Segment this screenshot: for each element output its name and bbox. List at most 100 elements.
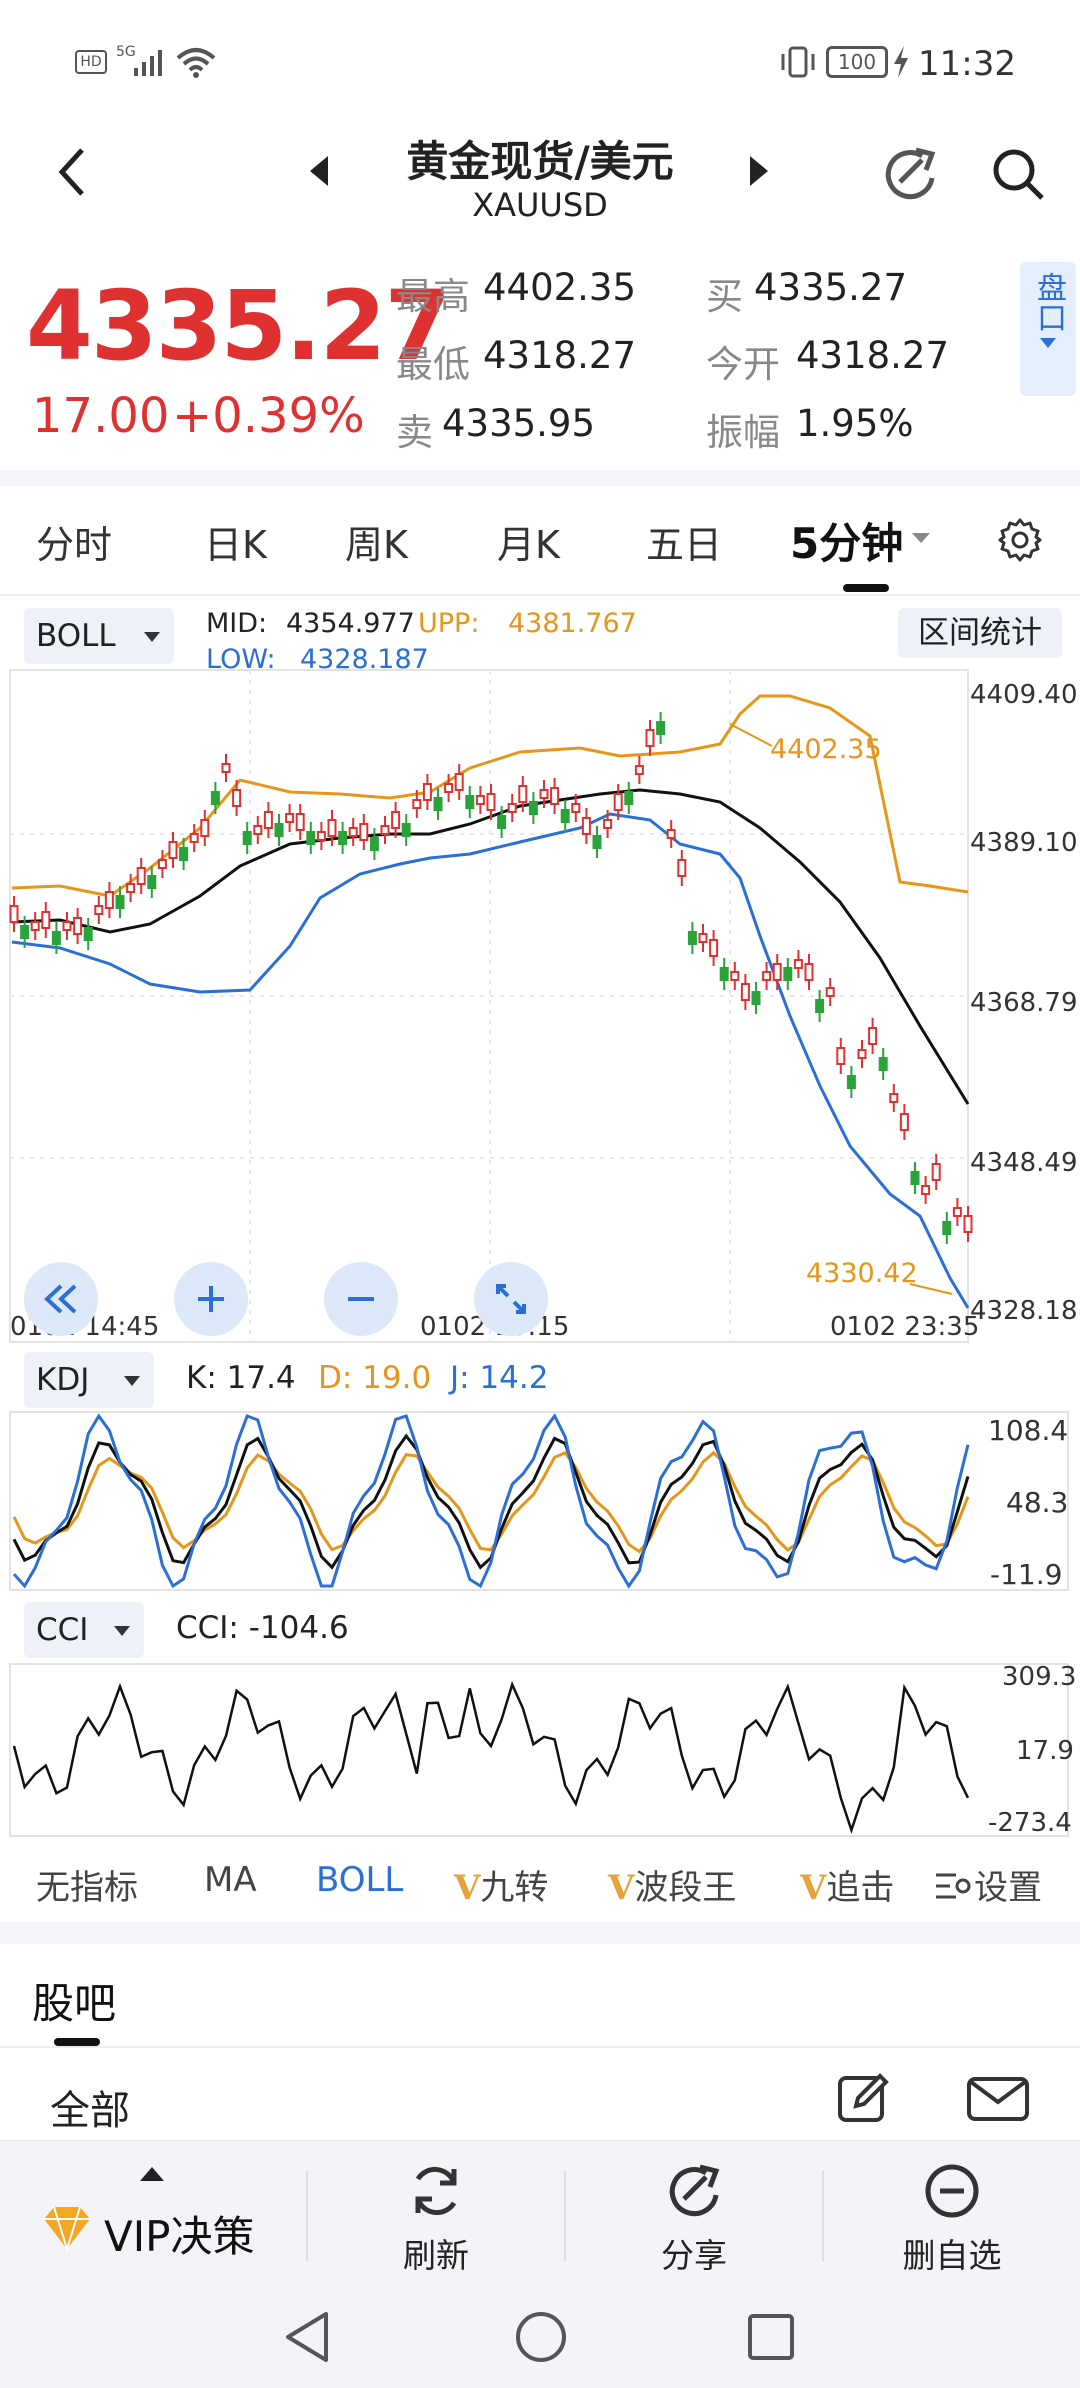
candle-body [285, 813, 295, 823]
candle-body [783, 967, 793, 981]
scroll-left-icon[interactable] [24, 1262, 98, 1336]
diamond-icon [44, 2206, 90, 2253]
chart-settings-icon[interactable] [996, 516, 1044, 568]
remove-watchlist-button[interactable]: 删自选 [824, 2141, 1080, 2291]
caret-down-icon [1040, 338, 1056, 348]
buy-value: 4335.27 [754, 266, 908, 309]
kdj-indicator-select[interactable]: KDJ [24, 1352, 154, 1408]
next-symbol-icon[interactable] [746, 154, 772, 192]
candle-body [401, 823, 411, 837]
candle-body [497, 815, 507, 829]
signal-label: 5G [116, 44, 136, 60]
candle-body [560, 809, 570, 823]
candle-body [889, 1093, 899, 1103]
candle-body [179, 847, 189, 861]
nav-home-icon[interactable] [514, 2310, 568, 2368]
tab-monthly-k[interactable]: 月K [497, 523, 560, 567]
range-stats-button[interactable]: 区间统计 [898, 608, 1062, 658]
message-icon[interactable] [966, 2074, 1030, 2128]
zoom-in-icon[interactable] [174, 1262, 248, 1336]
high-marker-line [729, 723, 773, 747]
candle-body [963, 1215, 973, 1233]
cci-indicator-select[interactable]: CCI [24, 1602, 144, 1658]
indicator-boll[interactable]: BOLL [316, 1860, 404, 1900]
indicator-none[interactable]: 无指标 [36, 1868, 138, 1908]
boll-mid-value: 4354.977 [286, 608, 415, 639]
back-icon[interactable] [52, 142, 92, 206]
prev-symbol-icon[interactable] [306, 154, 332, 192]
candle-body [952, 1207, 962, 1217]
candle-body [295, 813, 305, 831]
candle-body [30, 921, 40, 931]
candle-body [9, 905, 19, 923]
candle-body [825, 987, 835, 997]
minus-circle-icon [925, 2164, 979, 2218]
tab-five-day[interactable]: 五日 [646, 523, 723, 567]
order-book-button[interactable]: 盘口 [1020, 262, 1076, 396]
candle-body [380, 825, 390, 835]
candle-body [762, 971, 772, 981]
indicator-jiuzhuan[interactable]: V九转 [454, 1860, 548, 1909]
candle-body [910, 1171, 920, 1185]
indicator-jiuzhuan-label: 九转 [480, 1868, 549, 1908]
kdj-d-value: D: 19.0 [318, 1360, 432, 1396]
active-tab-indicator [843, 584, 889, 592]
candle-body [200, 819, 210, 837]
compose-icon[interactable] [836, 2070, 892, 2130]
candle-body [815, 999, 825, 1013]
refresh-button[interactable]: 刷新 [308, 2141, 564, 2291]
candle-body [603, 819, 613, 829]
cci-indicator-label: CCI [36, 1612, 89, 1648]
zoom-out-icon[interactable] [324, 1262, 398, 1336]
vip-v-icon: V [800, 1868, 827, 1908]
clock: 11:32 [918, 44, 1016, 84]
divider [0, 1922, 1080, 1944]
nav-back-icon[interactable] [282, 2310, 332, 2368]
search-icon[interactable] [988, 144, 1048, 208]
candle-body [846, 1075, 856, 1089]
indicator-ma[interactable]: MA [204, 1860, 257, 1900]
candle-body [793, 959, 803, 969]
bottom-action-bar: VIP决策 刷新 分享 删自选 [0, 2140, 1080, 2290]
candle-body [157, 859, 167, 869]
share-icon[interactable] [880, 144, 940, 208]
candle-body [581, 817, 591, 835]
boll-upp-value: 4381.767 [508, 608, 637, 639]
indicator-boduan[interactable]: V波段王 [608, 1860, 736, 1909]
sell-label: 卖 [396, 411, 433, 454]
tab-weekly-k[interactable]: 周K [345, 523, 408, 567]
boll-mid-line [11, 788, 970, 1105]
vip-decision-button[interactable]: VIP决策 [0, 2141, 306, 2291]
forum-filter-all[interactable]: 全部 [50, 2088, 130, 2134]
price-axis-label: 4389.10 [970, 828, 1078, 858]
caret-down-icon [124, 1376, 140, 1386]
fullscreen-icon[interactable] [474, 1262, 548, 1336]
main-indicator-select[interactable]: BOLL [24, 608, 174, 664]
candle-body [942, 1221, 952, 1235]
share-icon [669, 2164, 720, 2217]
candle-body [857, 1049, 867, 1059]
candle-body [94, 905, 104, 915]
settings-list-icon [936, 1873, 971, 1899]
vibrate-icon [780, 46, 816, 82]
quote-panel: 4335.27 17.00 +0.39% 最高 4402.35 最低 4318.… [0, 240, 1080, 470]
indicator-zhuiji[interactable]: V追击 [800, 1860, 920, 1909]
low-price-marker: 4330.42 [806, 1258, 918, 1289]
indicator-settings-label: 设置 [974, 1868, 1042, 1908]
candle-body [338, 831, 348, 845]
candle-body [645, 729, 655, 747]
tab-fenshi[interactable]: 分时 [36, 523, 113, 567]
candle-body [306, 831, 316, 845]
tab-5min-caret-icon[interactable] [910, 530, 932, 549]
low-marker-line [909, 1283, 953, 1295]
cci-plot-frame [9, 1663, 1069, 1837]
share-button[interactable]: 分享 [566, 2141, 822, 2291]
chart-area[interactable]: BOLL MID: 4354.977 UPP: 4381.767 LOW: 43… [0, 596, 1080, 1846]
nav-recents-icon[interactable] [746, 2312, 796, 2366]
candle-body [465, 795, 475, 809]
forum-title[interactable]: 股吧 [32, 1979, 117, 2028]
tab-5min[interactable]: 5分钟 [790, 519, 904, 568]
candle-body [709, 939, 719, 957]
indicator-settings[interactable]: 设置 [928, 1860, 1042, 1909]
tab-daily-k[interactable]: 日K [204, 523, 267, 567]
